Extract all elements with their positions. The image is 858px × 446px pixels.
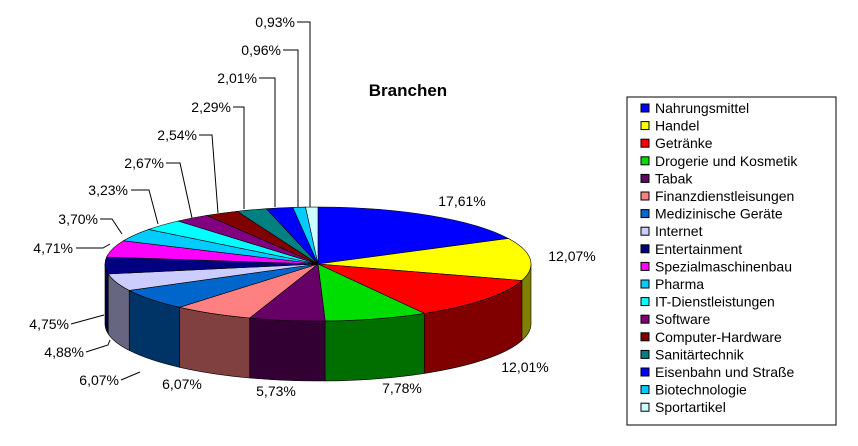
data-label-drogerie-und-kosmetik: 7,78% bbox=[382, 380, 422, 396]
legend-swatch-biotechnologie bbox=[640, 385, 650, 395]
legend-swatch-getr-nke bbox=[640, 138, 650, 148]
legend-swatch-internet bbox=[640, 226, 650, 236]
data-label-internet: 4,88% bbox=[44, 344, 84, 360]
pie-tops bbox=[104, 206, 532, 322]
pie-side-drogerie-und-kosmetik bbox=[324, 313, 425, 382]
leader-line-medizinische-ger-te bbox=[120, 371, 141, 381]
data-label-software: 2,67% bbox=[124, 155, 164, 171]
leader-line-software bbox=[166, 162, 193, 219]
legend-entry-handel: Handel bbox=[655, 118, 699, 134]
data-label-nahrungsmittel: 17,61% bbox=[438, 193, 485, 209]
legend-swatch-handel bbox=[640, 121, 650, 131]
data-label-sanit-rtechnik: 2,29% bbox=[191, 99, 231, 115]
legend-swatch-finanzdienstleisungen bbox=[640, 191, 650, 201]
data-label-sportartikel: 0,93% bbox=[255, 14, 295, 30]
pie-side-finanzdienstleisungen bbox=[179, 306, 251, 379]
legend-entry-sportartikel: Sportartikel bbox=[655, 399, 726, 415]
data-label-getr-nke: 12,01% bbox=[501, 359, 548, 375]
leader-line-it-dienstleistungen bbox=[131, 189, 159, 225]
chart-title: Branchen bbox=[369, 81, 447, 100]
leader-line-sanit-rtechnik bbox=[233, 106, 245, 209]
legend-entry-eisenbahn-und-stra-e: Eisenbahn und Straße bbox=[655, 364, 795, 380]
data-label-eisenbahn-und-stra-e: 2,01% bbox=[217, 70, 257, 86]
legend-swatch-medizinische-ger-te bbox=[640, 209, 650, 219]
legend-swatch-drogerie-und-kosmetik bbox=[640, 156, 650, 166]
data-label-it-dienstleistungen: 3,23% bbox=[88, 182, 128, 198]
legend-entry-it-dienstleistungen: IT-Dienstleistungen bbox=[655, 294, 775, 310]
leader-lines bbox=[70, 21, 311, 381]
legend-swatch-tabak bbox=[640, 173, 650, 183]
legend-swatch-software bbox=[640, 314, 650, 324]
legend-entry-entertainment: Entertainment bbox=[655, 241, 742, 257]
data-label-biotechnologie: 0,96% bbox=[241, 42, 281, 58]
legend-swatch-computer-hardware bbox=[640, 332, 650, 342]
leader-line-spezialmaschinenbau bbox=[76, 243, 111, 249]
legend-swatch-spezialmaschinenbau bbox=[640, 261, 650, 271]
legend-entry-tabak: Tabak bbox=[655, 170, 693, 186]
pie-slice-getr-nke bbox=[317, 263, 523, 314]
legend-entry-getr-nke: Getränke bbox=[655, 135, 713, 151]
legend-swatch-nahrungsmittel bbox=[640, 103, 650, 113]
leader-line-computer-hardware bbox=[199, 134, 219, 214]
legend-entry-biotechnologie: Biotechnologie bbox=[655, 382, 747, 398]
leader-line-pharma bbox=[100, 218, 123, 235]
legend-swatch-entertainment bbox=[640, 244, 650, 254]
legend-entry-drogerie-und-kosmetik: Drogerie und Kosmetik bbox=[655, 153, 798, 169]
data-label-spezialmaschinenbau: 4,71% bbox=[33, 240, 73, 256]
data-labels: 17,61% 12,07% 12,01% 7,78% 5,73% 6,07% 6,07% 4,… bbox=[29, 14, 595, 399]
legend-swatch-eisenbahn-und-stra-e bbox=[640, 367, 650, 377]
pie-side-tabak bbox=[249, 317, 326, 382]
data-label-medizinische-ger-te: 6,07% bbox=[79, 372, 119, 388]
pie-slice-nahrungsmittel bbox=[317, 206, 510, 265]
legend-entry-sanit-rtechnik: Sanitärtechnik bbox=[655, 346, 745, 362]
leader-line-internet bbox=[85, 339, 111, 353]
pie-slice-handel bbox=[317, 238, 532, 281]
data-label-tabak: 5,73% bbox=[256, 383, 296, 399]
legend-entry-nahrungsmittel: Nahrungsmittel bbox=[655, 100, 749, 116]
pie-side-entertainment bbox=[104, 263, 109, 335]
leader-line-biotechnologie bbox=[283, 49, 299, 207]
legend-entry-pharma: Pharma bbox=[655, 276, 704, 292]
pie-slice-sportartikel bbox=[305, 206, 319, 265]
data-label-finanzdienstleisungen: 6,07% bbox=[162, 376, 202, 392]
data-label-entertainment: 4,75% bbox=[29, 316, 69, 332]
legend-swatch-pharma bbox=[640, 279, 650, 289]
legend-entry-spezialmaschinenbau: Spezialmaschinenbau bbox=[655, 258, 792, 274]
legend-entry-internet: Internet bbox=[655, 223, 703, 239]
leader-line-eisenbahn-und-stra-e bbox=[259, 77, 276, 207]
legend-box bbox=[626, 96, 837, 426]
data-label-pharma: 3,70% bbox=[58, 211, 98, 227]
legend-swatch-sportartikel bbox=[640, 402, 650, 412]
legend-entry-finanzdienstleisungen: Finanzdienstleisungen bbox=[655, 188, 794, 204]
leader-line-entertainment bbox=[70, 314, 105, 325]
leader-line-sportartikel bbox=[297, 21, 311, 207]
pie-slice-drogerie-und-kosmetik bbox=[317, 263, 426, 322]
legend-entry-medizinische-ger-te: Medizinische Geräte bbox=[655, 206, 783, 222]
data-label-handel: 12,07% bbox=[548, 248, 595, 264]
pie-sides bbox=[104, 263, 532, 382]
legend-entry-computer-hardware: Computer-Hardware bbox=[655, 329, 782, 345]
legend-swatch-sanit-rtechnik bbox=[640, 349, 650, 359]
data-label-computer-hardware: 2,54% bbox=[157, 127, 197, 143]
legend-entry-software: Software bbox=[655, 311, 710, 327]
legend-swatch-it-dienstleistungen bbox=[640, 297, 650, 307]
